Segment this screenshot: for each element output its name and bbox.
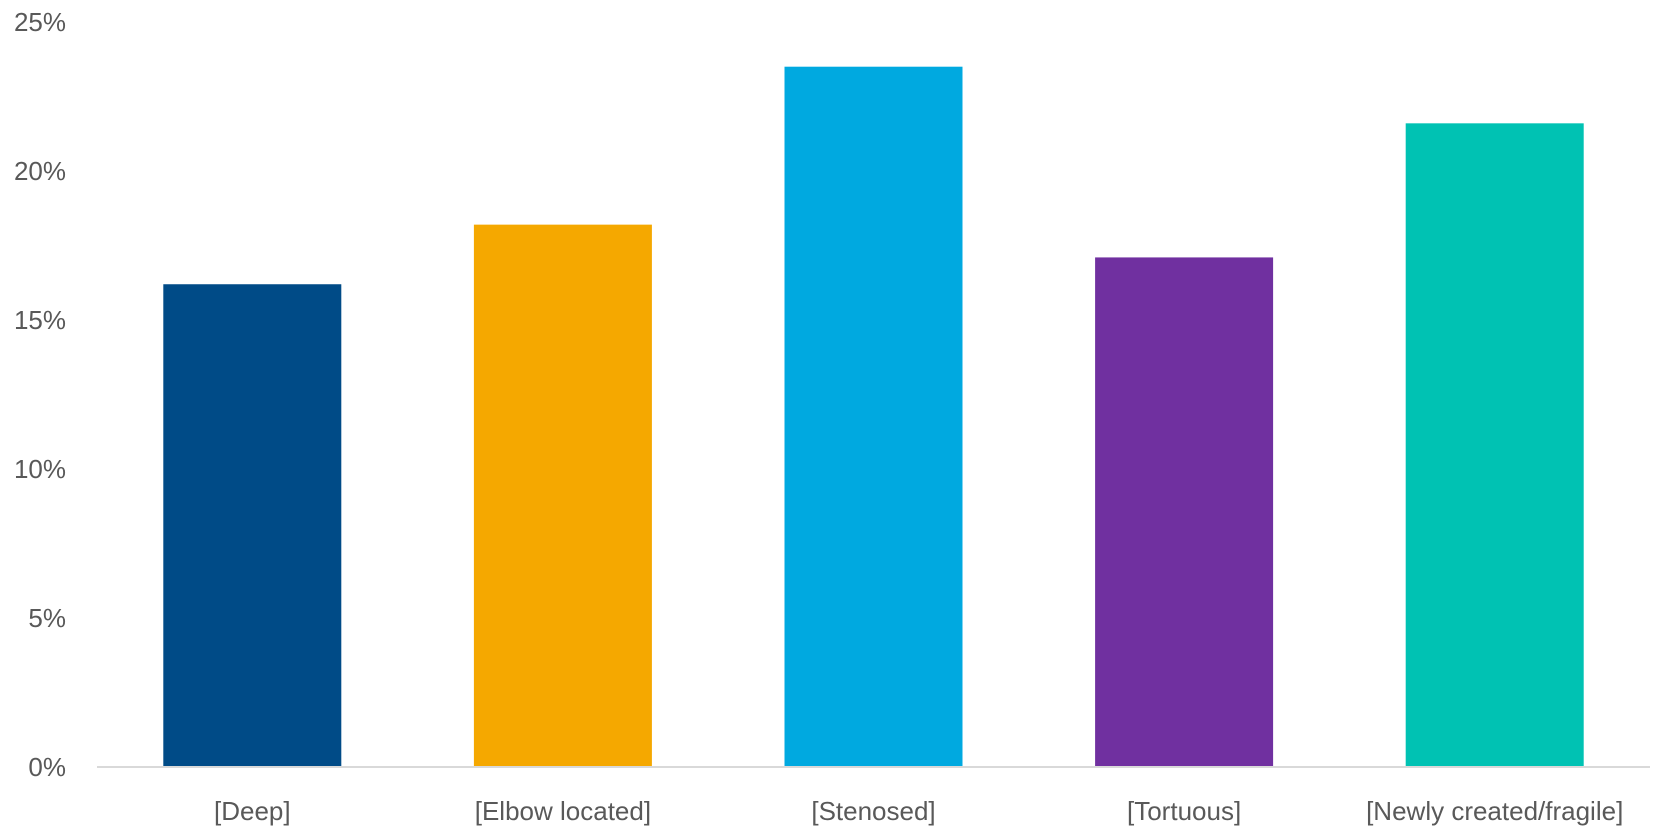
x-axis-labels: [Deep] [Elbow located] [Stenosed] [Tortuous… [214, 796, 1623, 826]
y-tick-label: 0% [28, 752, 66, 782]
bar [1095, 257, 1274, 767]
y-tick-label: 20% [14, 156, 66, 186]
y-tick-label: 10% [14, 454, 66, 484]
x-category-label: [Stenosed] [811, 796, 935, 826]
x-category-label: [Deep] [214, 796, 291, 826]
bar [1405, 123, 1584, 767]
x-category-label: [Tortuous] [1127, 796, 1241, 826]
x-category-label: [Newly created/fragile] [1366, 796, 1623, 826]
y-tick-label: 5% [28, 603, 66, 633]
y-tick-label: 15% [14, 305, 66, 335]
bar [784, 66, 963, 767]
y-axis-ticks: 0% 5% 10% 15% 20% 25% [14, 7, 66, 782]
bars [163, 66, 1584, 767]
bar [163, 284, 342, 767]
y-tick-label: 25% [14, 7, 66, 37]
x-category-label: [Elbow located] [475, 796, 651, 826]
bar [473, 224, 652, 767]
